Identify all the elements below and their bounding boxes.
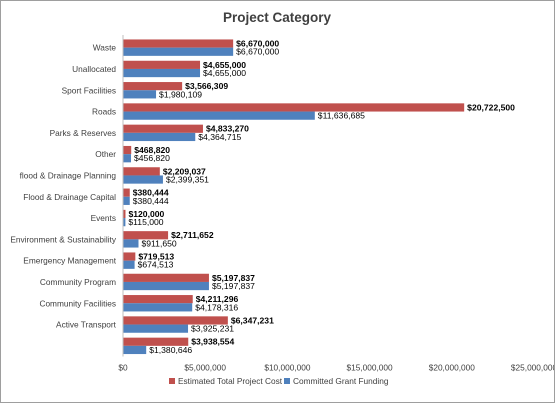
estimated-cost-bar xyxy=(123,145,132,155)
estimated-cost-bar xyxy=(123,188,130,197)
estimated-cost-bar xyxy=(123,167,160,176)
estimated-cost-label: $2,209,037 xyxy=(163,166,206,176)
estimated-cost-label: $380,444 xyxy=(133,188,169,198)
category-label: Flood & Drainage Capital xyxy=(23,192,116,202)
estimated-cost-bar xyxy=(123,295,193,304)
category-label: Sport Facilities xyxy=(62,85,116,95)
committed-funding-bar xyxy=(123,154,132,163)
category-label: Parks & Reserves xyxy=(50,128,116,138)
committed-funding-label: $4,178,316 xyxy=(195,302,238,312)
x-tick-label: $15,000,000 xyxy=(347,363,394,373)
estimated-cost-bar xyxy=(123,337,189,346)
category-label: Community Facilities xyxy=(39,298,116,308)
estimated-cost-bar xyxy=(123,124,203,133)
estimated-cost-bar xyxy=(123,316,228,325)
committed-funding-bar xyxy=(123,218,126,227)
estimated-cost-label: $120,000 xyxy=(128,209,164,219)
committed-funding-label: $6,670,000 xyxy=(236,47,279,57)
estimated-cost-label: $20,722,500 xyxy=(467,102,515,112)
estimated-cost-label: $2,711,652 xyxy=(171,230,214,240)
plot-area: $0 $5,000,000 $10,000,000 $15,000,000 $20,00… xyxy=(10,35,555,373)
legend-swatch xyxy=(284,378,290,384)
estimated-cost-label: $6,347,231 xyxy=(231,315,274,325)
estimated-cost-label: $3,566,309 xyxy=(185,81,228,91)
estimated-cost-label: $4,833,270 xyxy=(206,124,249,134)
legend-swatch xyxy=(169,378,175,384)
committed-funding-label: $5,197,837 xyxy=(212,281,255,291)
estimated-cost-bar xyxy=(123,273,209,282)
category-label: Other xyxy=(95,149,116,159)
estimated-cost-label: $719,513 xyxy=(138,251,174,261)
chart-title: Project Category xyxy=(223,10,332,25)
committed-funding-bar xyxy=(123,260,135,269)
committed-funding-bar xyxy=(123,175,163,184)
estimated-cost-bar xyxy=(123,231,169,240)
estimated-cost-bar xyxy=(123,82,183,91)
committed-funding-bar xyxy=(123,111,315,120)
category-label: Community Program xyxy=(40,277,116,287)
category-label: Waste xyxy=(93,43,117,53)
legend-label: Committed Grant Funding xyxy=(293,376,389,386)
estimated-cost-label: $6,670,000 xyxy=(236,38,279,48)
committed-funding-bar xyxy=(123,196,130,205)
committed-funding-bar xyxy=(123,324,189,333)
committed-funding-label: $115,000 xyxy=(128,217,163,227)
x-tick-label: $20,000,000 xyxy=(429,363,476,373)
committed-funding-label: $1,980,109 xyxy=(159,89,202,99)
estimated-cost-label: $3,938,554 xyxy=(191,337,234,347)
committed-funding-label: $4,655,000 xyxy=(203,68,246,78)
estimated-cost-label: $4,655,000 xyxy=(203,60,246,70)
committed-funding-bar xyxy=(123,281,209,291)
committed-funding-bar xyxy=(123,345,147,355)
x-tick-label: $25,000,000 xyxy=(511,363,554,373)
committed-funding-label: $911,650 xyxy=(141,238,176,248)
committed-funding-bar xyxy=(123,239,139,248)
estimated-cost-bar xyxy=(123,60,201,69)
committed-funding-label: $456,820 xyxy=(134,153,170,163)
committed-funding-label: $11,636,685 xyxy=(318,111,365,121)
estimated-cost-bar xyxy=(123,39,234,48)
estimated-cost-bar xyxy=(123,209,126,219)
committed-funding-label: $1,380,646 xyxy=(149,345,192,355)
committed-funding-bar xyxy=(123,132,196,142)
estimated-cost-bar xyxy=(123,252,136,261)
committed-funding-label: $2,399,351 xyxy=(166,174,209,184)
estimated-cost-label: $4,211,296 xyxy=(196,294,239,304)
category-label: Events xyxy=(91,213,116,223)
committed-funding-bar xyxy=(123,47,234,56)
category-label: flood & Drainage Planning xyxy=(20,170,117,180)
x-tick-label: $10,000,000 xyxy=(264,363,311,373)
category-label: Emergency Management xyxy=(23,256,116,266)
category-label: Roads xyxy=(92,107,116,117)
committed-funding-label: $4,364,715 xyxy=(198,132,241,142)
x-tick-label: $0 xyxy=(118,363,128,373)
committed-funding-label: $674,513 xyxy=(138,260,174,270)
estimated-cost-bar xyxy=(123,103,465,112)
committed-funding-label: $380,444 xyxy=(133,196,169,206)
committed-funding-bar xyxy=(123,90,157,99)
committed-funding-label: $3,925,231 xyxy=(191,324,234,334)
estimated-cost-label: $5,197,837 xyxy=(212,273,255,283)
category-label: Environment & Sustainability xyxy=(10,234,116,244)
committed-funding-bar xyxy=(123,303,193,312)
estimated-cost-label: $468,820 xyxy=(134,145,170,155)
committed-funding-bar xyxy=(123,68,201,78)
legend-label: Estimated Total Project Cost xyxy=(178,376,283,386)
category-label: Unallocated xyxy=(72,64,116,74)
x-tick-label: $5,000,000 xyxy=(184,363,226,373)
legend: Estimated Total Project Cost Committed Gr… xyxy=(169,376,389,386)
category-label: Active Transport xyxy=(56,320,117,330)
